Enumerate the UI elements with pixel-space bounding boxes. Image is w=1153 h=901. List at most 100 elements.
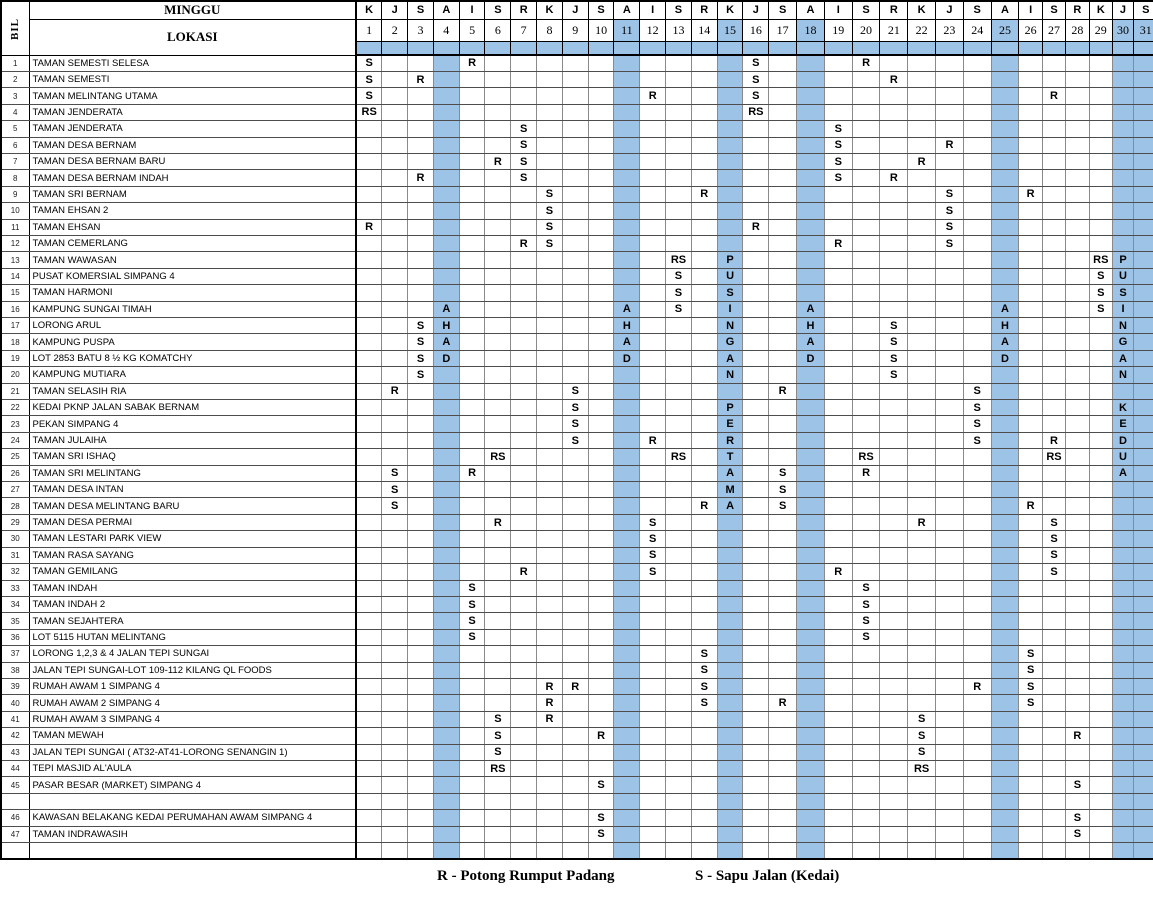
schedule-cell xyxy=(935,694,964,712)
schedule-cell xyxy=(796,268,825,286)
schedule-cell: R xyxy=(510,235,538,253)
schedule-cell: S xyxy=(562,432,589,450)
table-row-28: 28 TAMAN DESA MELINTANG BARU S R A S R xyxy=(1,497,1153,515)
schedule-cell xyxy=(1065,481,1090,499)
schedule-cell xyxy=(433,530,460,548)
schedule-cell: RS xyxy=(852,448,881,466)
schedule-cell xyxy=(1133,432,1153,450)
schedule-cell xyxy=(742,120,770,138)
schedule-cell xyxy=(356,547,383,565)
schedule-cell xyxy=(381,333,409,351)
schedule-cell xyxy=(356,137,383,154)
schedule-cell xyxy=(852,793,881,811)
schedule-cell xyxy=(407,842,434,860)
schedule-cell xyxy=(796,186,825,204)
schedule-cell xyxy=(717,711,744,729)
schedule-cell xyxy=(1018,514,1043,532)
schedule-cell xyxy=(717,169,744,187)
schedule-cell xyxy=(639,694,667,712)
schedule-cell xyxy=(717,547,744,565)
schedule-cell xyxy=(796,612,825,630)
schedule-cell xyxy=(1089,104,1113,122)
schedule-cell xyxy=(768,268,798,286)
schedule-cell: S xyxy=(717,284,744,302)
schedule-cell xyxy=(459,186,486,204)
location-name: TAMAN MELINTANG UTAMA xyxy=(29,87,357,105)
schedule-cell xyxy=(459,301,486,319)
header-row-blank xyxy=(1,40,1153,56)
schedule-cell xyxy=(824,317,853,335)
schedule-cell xyxy=(852,219,881,236)
schedule-cell: S xyxy=(879,366,909,384)
schedule-cell xyxy=(691,481,718,499)
schedule-cell xyxy=(1089,350,1113,368)
schedule-cell xyxy=(639,120,667,138)
schedule-cell: S xyxy=(665,301,692,319)
schedule-cell: S xyxy=(907,744,937,761)
schedule-cell xyxy=(935,383,964,401)
schedule-cell xyxy=(796,120,825,138)
schedule-cell xyxy=(1018,826,1043,844)
schedule-cell xyxy=(639,317,667,335)
day-number-24: 24 xyxy=(962,18,992,42)
row-number: 8 xyxy=(1,169,30,187)
schedule-cell xyxy=(824,186,853,204)
schedule-cell xyxy=(639,383,667,401)
schedule-cell xyxy=(1042,760,1067,778)
schedule-cell xyxy=(852,120,881,138)
schedule-cell xyxy=(991,432,1020,450)
schedule-cell xyxy=(824,842,853,860)
header-blank-20 xyxy=(851,40,881,56)
schedule-cell xyxy=(639,333,667,351)
schedule-cell: R xyxy=(742,219,770,236)
schedule-cell xyxy=(613,268,641,286)
schedule-cell xyxy=(1042,776,1067,794)
schedule-cell xyxy=(1112,580,1134,597)
schedule-cell xyxy=(768,530,798,548)
schedule-cell xyxy=(935,301,964,319)
schedule-cell xyxy=(407,448,434,466)
location-name: TAMAN WAWASAN xyxy=(29,251,357,269)
schedule-cell xyxy=(381,826,409,844)
schedule-cell xyxy=(613,202,641,220)
schedule-cell xyxy=(1065,497,1090,515)
schedule-cell xyxy=(1018,251,1043,269)
schedule-cell xyxy=(717,694,744,712)
day-letter-2: J xyxy=(381,0,409,20)
schedule-cell xyxy=(381,842,409,860)
schedule-cell xyxy=(1089,432,1113,450)
schedule-cell xyxy=(1018,169,1043,187)
schedule-cell xyxy=(1042,727,1067,745)
schedule-cell xyxy=(356,366,383,384)
schedule-cell xyxy=(613,662,641,679)
schedule-cell xyxy=(1042,399,1067,417)
schedule-cell xyxy=(824,826,853,844)
schedule-cell xyxy=(768,399,798,417)
schedule-cell xyxy=(407,809,434,827)
schedule-cell xyxy=(963,776,992,794)
schedule-cell xyxy=(562,186,589,204)
schedule-cell xyxy=(879,694,909,712)
header-blank-8 xyxy=(536,40,563,56)
schedule-cell xyxy=(484,55,512,72)
schedule-cell xyxy=(562,793,589,811)
schedule-cell xyxy=(1018,383,1043,401)
schedule-cell xyxy=(935,465,964,483)
schedule-cell xyxy=(639,465,667,483)
schedule-cell xyxy=(381,71,409,89)
schedule-cell xyxy=(963,809,992,827)
schedule-cell xyxy=(356,760,383,778)
schedule-cell xyxy=(691,235,718,253)
schedule-cell xyxy=(1089,120,1113,138)
schedule-cell xyxy=(665,55,692,72)
location-name: TAMAN DESA BERNAM BARU xyxy=(29,153,357,171)
schedule-cell: RS xyxy=(665,251,692,269)
schedule-cell xyxy=(1089,235,1113,253)
day-letter-10: S xyxy=(587,0,615,20)
schedule-cell xyxy=(852,694,881,712)
schedule-cell xyxy=(852,202,881,220)
schedule-cell xyxy=(1112,481,1134,499)
schedule-cell xyxy=(381,563,409,581)
schedule-cell xyxy=(459,826,486,844)
